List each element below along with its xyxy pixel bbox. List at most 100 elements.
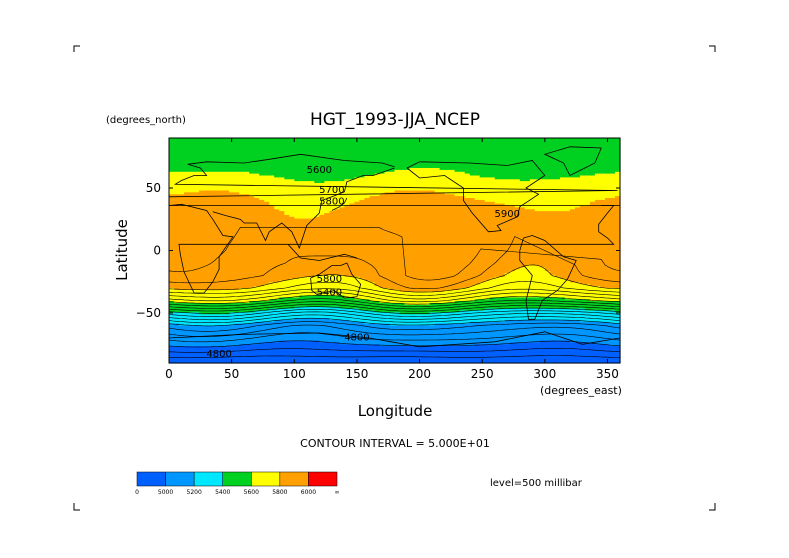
contour-line	[168, 317, 621, 327]
x-tick-label: 100	[283, 367, 306, 381]
heatmap-cell	[269, 299, 370, 302]
heatmap-cell	[484, 280, 571, 283]
heatmap-cell	[169, 303, 406, 306]
heatmap-cell	[344, 179, 521, 182]
y-tick-label: 50	[146, 181, 161, 195]
heatmap-cell	[169, 278, 290, 282]
heatmap-cell	[344, 205, 516, 208]
contour-line	[168, 291, 621, 303]
heatmap-cell	[169, 282, 270, 285]
heatmap-cell	[409, 168, 441, 171]
heatmap-cell	[474, 344, 611, 347]
heatmap-cell	[394, 190, 436, 193]
coastline	[287, 244, 358, 261]
heatmap-cell	[169, 286, 255, 289]
heatmap-cell	[169, 162, 621, 165]
heatmap-cell	[169, 297, 280, 300]
heatmap-cell	[564, 297, 621, 300]
coastlines	[168, 146, 621, 348]
heatmap-cell	[169, 169, 396, 173]
heatmap-cell	[319, 340, 541, 343]
colorbar-tick-label: 5200	[187, 489, 202, 496]
heatmap-cell	[169, 252, 621, 255]
heatmap-cell	[559, 177, 621, 180]
heatmap-cell	[434, 323, 621, 327]
heatmap-cell	[249, 171, 386, 175]
y-tick-label: −50	[136, 306, 161, 320]
heatmap-cell	[534, 209, 571, 212]
coastline	[168, 203, 615, 294]
heatmap-cell	[169, 269, 516, 272]
heatmap-cell	[239, 344, 381, 347]
heatmap-cell	[484, 308, 586, 312]
heatmap-cell	[169, 261, 621, 265]
heatmap-cell	[269, 282, 375, 285]
heatmap-cell	[474, 284, 591, 287]
heatmap-cell	[594, 199, 621, 203]
contour-line	[168, 348, 621, 353]
contour-line	[168, 301, 621, 310]
heatmap-cell	[169, 301, 175, 304]
colorbar-tick-label: 0	[135, 489, 139, 496]
level-label: level=500 millibar	[490, 478, 583, 489]
heatmap-cell	[169, 284, 265, 287]
heatmap-cell	[169, 149, 621, 152]
heatmap-cell	[439, 168, 621, 171]
contour-line	[168, 303, 621, 312]
heatmap-cell	[299, 295, 345, 298]
heatmap-cell	[169, 359, 621, 362]
colorbar-tick-label: 5400	[215, 489, 230, 496]
x-tick-label: 0	[165, 367, 173, 381]
heatmap-cell	[169, 308, 270, 312]
heatmap-cell	[589, 201, 621, 205]
heatmap-cell	[169, 224, 621, 227]
heatmap-cell	[169, 288, 175, 291]
heatmap-cell	[169, 164, 621, 167]
heatmap-cell	[584, 308, 621, 312]
heatmap-cell	[169, 181, 315, 184]
colorbar-swatch	[222, 471, 252, 487]
heatmap-cell	[444, 289, 621, 293]
heatmap-cell	[169, 244, 621, 248]
heatmap-cell	[504, 319, 581, 323]
heatmap-cell	[169, 344, 240, 347]
contour-line	[168, 324, 621, 337]
heatmap-cell	[579, 319, 621, 323]
coastline	[212, 167, 395, 250]
heatmap-cell	[169, 145, 621, 148]
heatmap-cell	[314, 216, 621, 220]
heatmap-cell	[169, 216, 295, 220]
heatmap-cell	[459, 288, 621, 291]
heatmap-cell	[169, 336, 621, 340]
coastline	[519, 235, 577, 320]
heatmap-cell	[169, 190, 200, 193]
heatmap-cell	[589, 203, 621, 207]
heatmap-cell	[615, 196, 621, 199]
heatmap-cell	[169, 265, 526, 268]
heatmap-cell	[569, 209, 621, 212]
heatmap-cell	[169, 235, 621, 238]
x-tick-label: 150	[345, 367, 368, 381]
heatmap-cell	[249, 194, 381, 197]
heatmap-cell	[464, 196, 616, 199]
colorbar-tick-label: 5000	[158, 489, 173, 496]
heatmap-cell	[169, 201, 270, 205]
heatmap-cell	[349, 203, 506, 207]
heatmap-cell	[519, 267, 546, 270]
heatmap-cell	[169, 237, 621, 240]
heatmap-cell	[269, 201, 355, 205]
colorbar-swatch	[136, 471, 166, 487]
heatmap-cell	[169, 263, 621, 267]
heatmap-cell	[359, 308, 486, 312]
heatmap-cell	[254, 321, 365, 325]
heatmap-cell	[289, 278, 366, 282]
heatmap-cell	[379, 286, 471, 289]
x-tick-label: 200	[408, 367, 431, 381]
heatmap-cell	[169, 209, 280, 212]
heatmap-cell	[254, 196, 371, 199]
heatmap-cell	[259, 173, 376, 177]
heatmap-cell	[169, 256, 621, 259]
contour-line	[168, 314, 621, 323]
heatmap-cell	[184, 192, 240, 195]
